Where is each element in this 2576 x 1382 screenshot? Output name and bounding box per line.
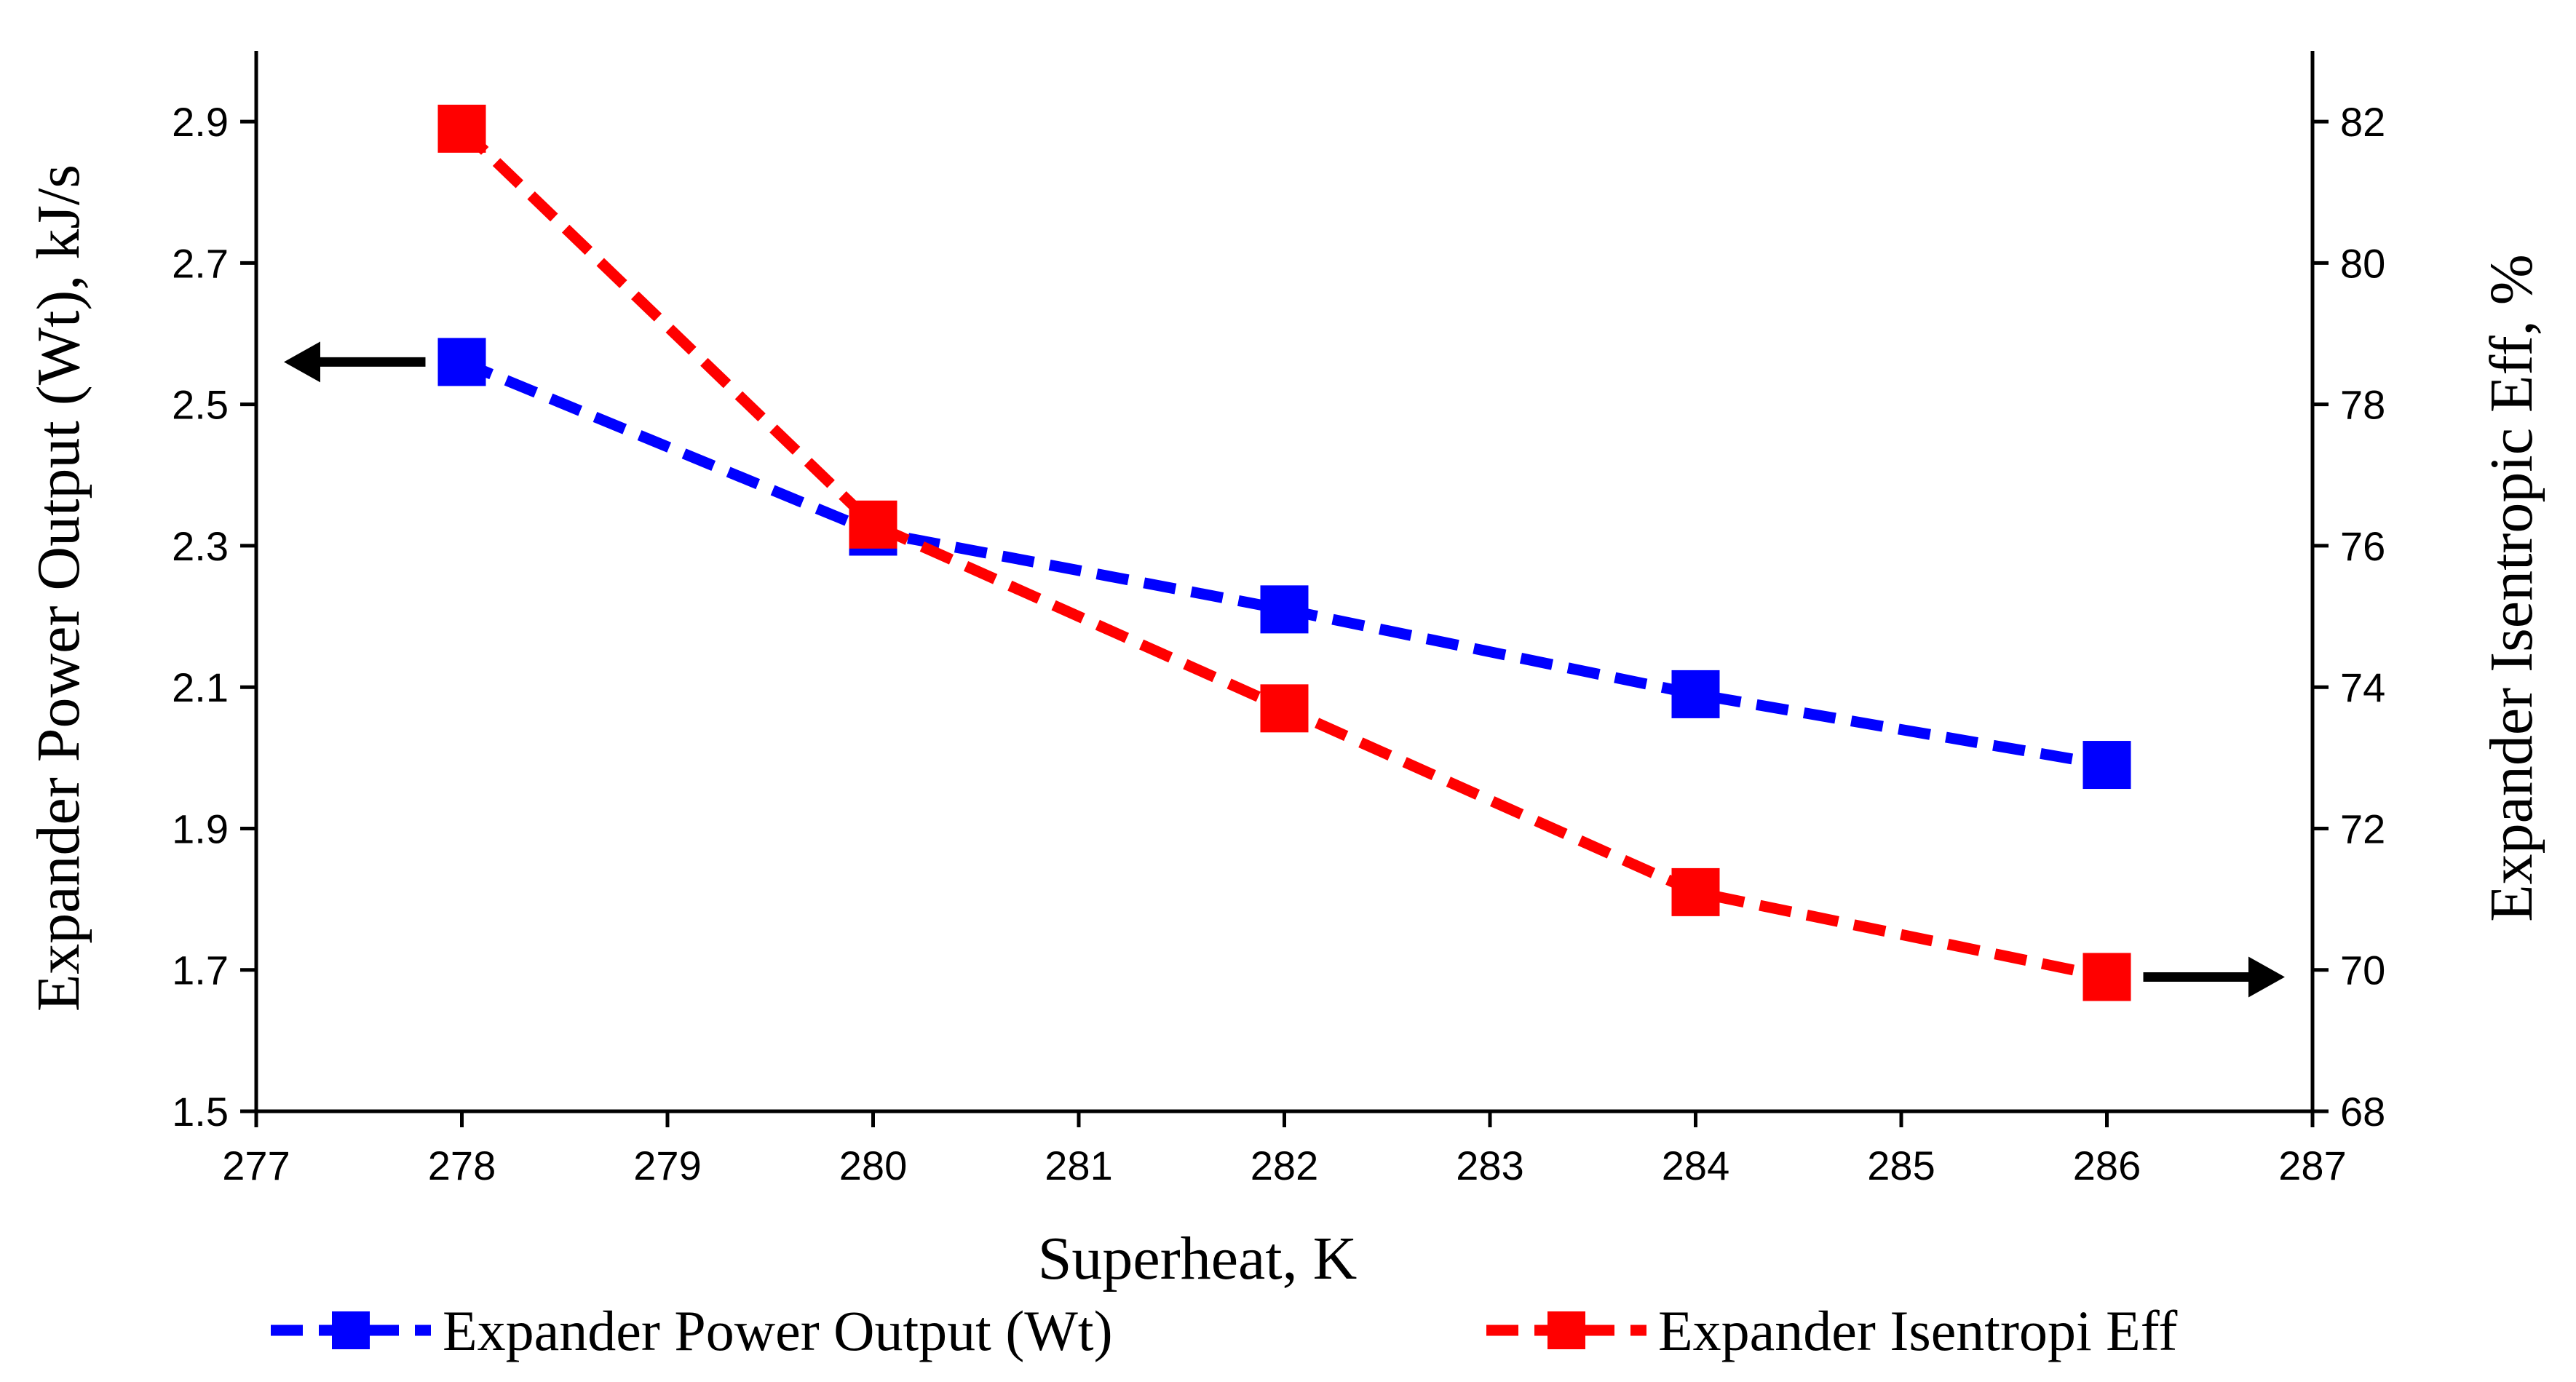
y-axis-left-title: Expander Power Output (Wt), kJ/s xyxy=(25,164,92,1012)
data-point xyxy=(2082,953,2131,1001)
series-layer xyxy=(437,104,2131,1001)
data-point xyxy=(2082,741,2131,790)
series-line xyxy=(458,124,2109,982)
y-left-tick-label: 2.5 xyxy=(172,382,229,428)
y-right-tick-label: 68 xyxy=(2340,1089,2385,1135)
data-point xyxy=(1260,684,1309,733)
y-left-tick-label: 2.1 xyxy=(172,664,229,710)
x-tick-label: 287 xyxy=(2278,1143,2346,1188)
y-right-tick-label: 74 xyxy=(2340,664,2385,710)
y-left-tick-label: 2.7 xyxy=(172,240,229,286)
legend-item-efficiency: Expander Isentropi Eff xyxy=(1486,1299,2177,1362)
y-right-tick-label: 80 xyxy=(2340,240,2385,286)
data-point xyxy=(1671,670,1720,718)
legend-item-power: Expander Power Output (Wt) xyxy=(271,1299,1113,1362)
y-right-ticks: 68 70 72 74 76 78 80 82 xyxy=(2313,99,2385,1135)
x-tick-label: 277 xyxy=(222,1143,290,1188)
annotation-layer xyxy=(284,341,2285,998)
x-tick-label: 282 xyxy=(1251,1143,1318,1188)
arrow-head xyxy=(2248,956,2285,998)
x-tick-label: 279 xyxy=(633,1143,701,1188)
arrow-head xyxy=(284,341,320,383)
x-tick-label: 284 xyxy=(1662,1143,1729,1188)
y-axis-right-title: Expander Isentropic Eff, % xyxy=(2478,254,2545,921)
data-point xyxy=(849,500,897,549)
y-right-tick-label: 76 xyxy=(2340,523,2385,569)
x-tick-label: 280 xyxy=(839,1143,907,1188)
y-left-tick-label: 1.9 xyxy=(172,806,229,851)
y-right-tick-label: 82 xyxy=(2340,99,2385,145)
x-tick-label: 285 xyxy=(1867,1143,1935,1188)
x-tick-label: 281 xyxy=(1045,1143,1112,1188)
y-left-ticks: 1.5 1.7 1.9 2.1 2.3 2.5 2.7 2.9 xyxy=(172,99,256,1135)
y-right-tick-label: 72 xyxy=(2340,806,2385,851)
legend-marker-power xyxy=(332,1311,370,1349)
series-line xyxy=(459,357,2108,771)
legend: Expander Power Output (Wt) Expander Isen… xyxy=(271,1299,2177,1362)
y-left-tick-label: 1.7 xyxy=(172,948,229,993)
y-left-tick-label: 1.5 xyxy=(172,1089,229,1135)
x-axis-title: Superheat, K xyxy=(1038,1225,1358,1292)
x-tick-label: 278 xyxy=(428,1143,496,1188)
data-point xyxy=(1671,867,1720,916)
arrow-left-axis xyxy=(284,341,426,383)
x-ticks: 277 278 279 280 281 282 283 284 285 286 287 xyxy=(222,1111,2347,1188)
arrow-right-axis xyxy=(2143,956,2285,998)
series-isentropic-efficiency xyxy=(437,104,2131,1001)
y-right-tick-label: 70 xyxy=(2340,948,2385,993)
x-tick-label: 286 xyxy=(2073,1143,2141,1188)
legend-label-power: Expander Power Output (Wt) xyxy=(443,1299,1113,1362)
y-left-tick-label: 2.3 xyxy=(172,523,229,569)
y-left-tick-label: 2.9 xyxy=(172,99,229,145)
legend-label-efficiency: Expander Isentropi Eff xyxy=(1658,1299,2177,1362)
data-point xyxy=(437,104,486,153)
x-tick-label: 283 xyxy=(1456,1143,1523,1188)
y-right-tick-label: 78 xyxy=(2340,382,2385,428)
legend-marker-efficiency xyxy=(1547,1311,1585,1349)
data-point xyxy=(437,338,486,386)
data-point xyxy=(1260,585,1309,634)
